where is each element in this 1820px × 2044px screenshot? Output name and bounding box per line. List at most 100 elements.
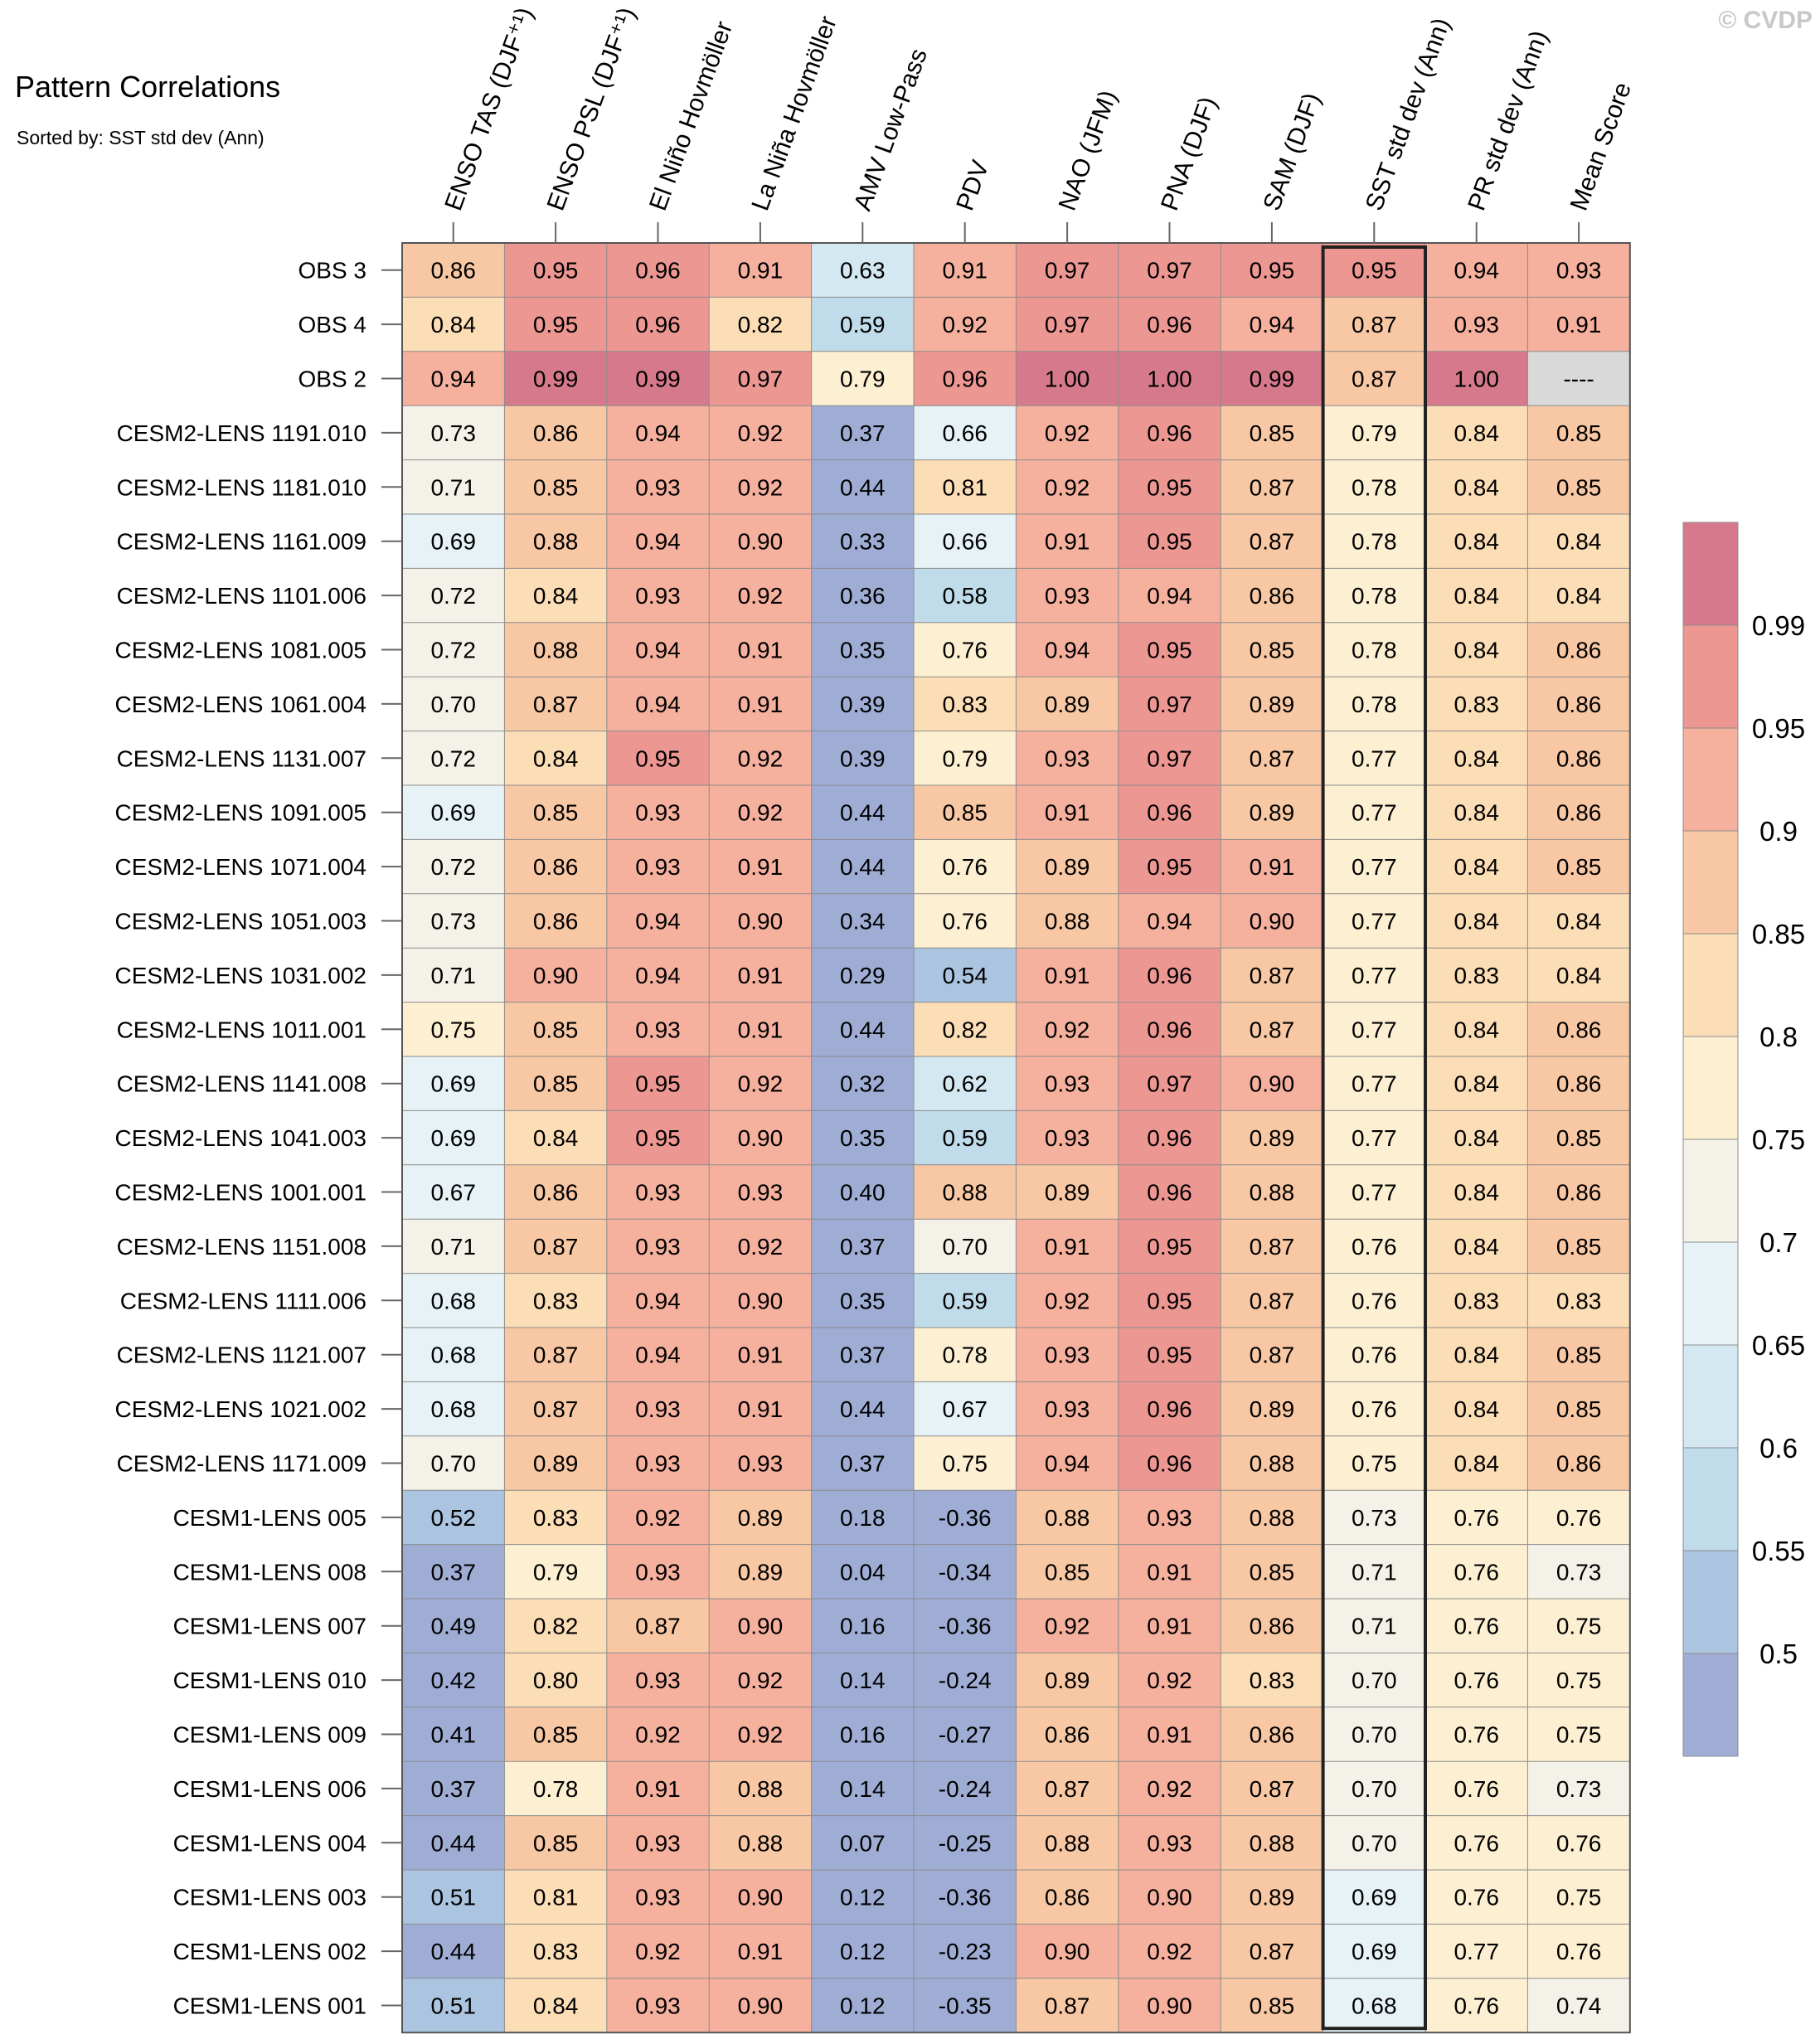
heatmap-cell bbox=[1221, 514, 1323, 569]
heatmap-cell bbox=[402, 1978, 505, 2033]
heatmap-cell bbox=[1118, 297, 1221, 352]
cell-value: 0.71 bbox=[1352, 1559, 1397, 1585]
heatmap-cell bbox=[709, 1219, 812, 1274]
cell-value: 0.35 bbox=[840, 638, 886, 663]
cell-value: 0.87 bbox=[1352, 312, 1397, 337]
heatmap-cell bbox=[1118, 1761, 1221, 1816]
cell-value: 0.75 bbox=[1556, 1722, 1602, 1748]
colorbar-segment bbox=[1682, 1241, 1739, 1346]
heatmap-cell bbox=[1527, 731, 1630, 785]
cell-value: 0.44 bbox=[840, 854, 886, 880]
heatmap-cell bbox=[606, 405, 710, 460]
heatmap-cell bbox=[402, 1653, 505, 1707]
heatmap-cell bbox=[914, 1328, 1017, 1382]
heatmap-cell bbox=[1323, 297, 1425, 352]
cell-value: 0.39 bbox=[840, 692, 886, 717]
cell-value: 0.87 bbox=[1250, 1776, 1295, 1802]
heatmap-cell bbox=[504, 893, 607, 949]
heatmap-cell bbox=[1323, 1761, 1425, 1816]
heatmap-cell bbox=[606, 1164, 710, 1220]
row-label: CESM2-LENS 1061.004 bbox=[114, 692, 366, 717]
cell-value: 0.82 bbox=[738, 312, 784, 337]
cell-value: 0.84 bbox=[1454, 529, 1499, 555]
heatmap-cell bbox=[811, 1435, 914, 1491]
cell-value: 0.84 bbox=[1454, 1396, 1499, 1422]
heatmap-cell bbox=[811, 622, 914, 677]
heatmap-cell bbox=[1016, 514, 1119, 569]
cell-value: 0.85 bbox=[1556, 1396, 1602, 1422]
heatmap-cell bbox=[1527, 514, 1630, 569]
cell-value: 0.92 bbox=[635, 1505, 681, 1531]
heatmap-cell bbox=[914, 1381, 1017, 1436]
heatmap-cell bbox=[1221, 1924, 1323, 1978]
cell-value: 0.87 bbox=[1250, 1288, 1295, 1313]
heatmap-cell bbox=[1118, 351, 1221, 406]
heatmap-cell bbox=[709, 1544, 812, 1599]
cell-value: 0.84 bbox=[533, 1125, 579, 1151]
row-label: CESM2-LENS 1011.001 bbox=[117, 1017, 366, 1042]
cell-value: 0.78 bbox=[1352, 529, 1397, 555]
heatmap-cell bbox=[1323, 1164, 1425, 1220]
row-label: CESM1-LENS 009 bbox=[173, 1722, 366, 1748]
column-label: El Niño Hovmöller bbox=[644, 18, 738, 215]
heatmap-cell bbox=[1016, 948, 1119, 1003]
heatmap-cell bbox=[402, 731, 505, 785]
column-label: AMV Low-Pass bbox=[849, 45, 933, 214]
cell-value: 0.51 bbox=[430, 1885, 476, 1910]
heatmap-cell bbox=[811, 297, 914, 352]
heatmap-cell bbox=[1527, 1924, 1630, 1978]
heatmap-cell bbox=[811, 1110, 914, 1165]
colorbar-segment bbox=[1682, 1550, 1739, 1654]
cell-value: 0.88 bbox=[1045, 909, 1090, 935]
cell-value: 0.84 bbox=[1454, 1234, 1499, 1260]
cell-value: 0.91 bbox=[1556, 312, 1602, 337]
heatmap-cell bbox=[709, 677, 812, 731]
cell-value: -0.34 bbox=[939, 1559, 992, 1585]
heatmap-cell bbox=[1527, 785, 1630, 840]
heatmap-cell bbox=[1221, 1599, 1323, 1653]
cell-value: 0.85 bbox=[1556, 854, 1602, 880]
heatmap-cell bbox=[606, 893, 710, 949]
cell-value: 0.85 bbox=[533, 1017, 579, 1042]
cell-value: 0.94 bbox=[1045, 1451, 1090, 1477]
cell-value: 0.84 bbox=[1556, 583, 1602, 609]
cell-value: 0.86 bbox=[533, 420, 579, 446]
cell-value: 0.87 bbox=[635, 1614, 681, 1639]
cell-value: 0.96 bbox=[1147, 1125, 1192, 1151]
heatmap-cell bbox=[606, 1815, 710, 1870]
cell-value: 0.76 bbox=[1454, 1885, 1499, 1910]
heatmap-cell bbox=[1118, 568, 1221, 623]
cell-value: 0.92 bbox=[738, 1722, 784, 1748]
cell-value: 0.93 bbox=[635, 1234, 681, 1260]
heatmap-cell bbox=[1323, 1599, 1425, 1653]
cell-value: 0.14 bbox=[840, 1668, 886, 1693]
heatmap-cell bbox=[402, 1056, 505, 1111]
heatmap-cell bbox=[1527, 243, 1630, 298]
cell-value: 0.94 bbox=[430, 367, 476, 392]
cell-value: 0.77 bbox=[1454, 1939, 1499, 1964]
cell-value: 0.90 bbox=[1250, 1071, 1295, 1097]
heatmap-cell bbox=[1425, 1544, 1528, 1599]
cell-value: 0.77 bbox=[1352, 1125, 1397, 1151]
cell-value: 0.84 bbox=[1556, 529, 1602, 555]
heatmap-cell bbox=[1425, 1815, 1528, 1870]
colorbar-segment bbox=[1682, 933, 1739, 1037]
cell-value: 0.88 bbox=[1250, 1180, 1295, 1206]
heatmap-cell bbox=[1118, 1544, 1221, 1599]
colorbar-segment bbox=[1682, 1139, 1739, 1243]
cell-value: 0.80 bbox=[533, 1668, 579, 1693]
heatmap-cell bbox=[1016, 1110, 1119, 1165]
chart-title: Pattern Correlations bbox=[15, 70, 280, 104]
cell-value: 0.36 bbox=[840, 583, 886, 609]
heatmap-cell bbox=[1527, 1707, 1630, 1762]
heatmap-cell bbox=[1323, 677, 1425, 731]
cell-value: 0.69 bbox=[430, 1071, 476, 1097]
cell-value: 0.93 bbox=[1045, 583, 1090, 609]
heatmap-cell bbox=[1221, 893, 1323, 949]
cell-value: 0.93 bbox=[635, 800, 681, 826]
heatmap-cell bbox=[504, 1978, 607, 2033]
heatmap-cell bbox=[1323, 1490, 1425, 1545]
heatmap-cell bbox=[1221, 1110, 1323, 1165]
heatmap-cell bbox=[1323, 1544, 1425, 1599]
